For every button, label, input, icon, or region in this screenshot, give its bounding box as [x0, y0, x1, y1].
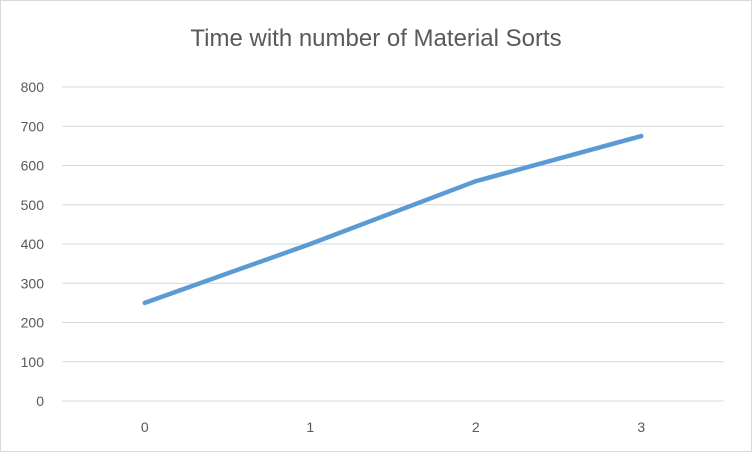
y-tick-label: 700: [21, 118, 45, 134]
series-line: [142, 133, 644, 306]
y-tick-label: 500: [21, 197, 45, 213]
x-tick-label: 1: [306, 419, 314, 435]
chart-title: Time with number of Material Sorts: [190, 25, 562, 52]
data-point: [639, 134, 644, 139]
data-point: [473, 179, 478, 184]
data-point: [308, 242, 313, 246]
y-tick-label: 100: [21, 354, 45, 370]
y-tick-label: 0: [36, 393, 44, 409]
y-tick-label: 300: [21, 275, 45, 291]
x-tick-label: 2: [472, 419, 480, 435]
y-tick-label: 600: [21, 158, 45, 174]
x-tick-label: 3: [637, 419, 645, 435]
x-axis-ticks: 0 1 2 3: [141, 419, 646, 435]
x-tick-label: 0: [141, 419, 149, 435]
y-tick-label: 400: [21, 236, 45, 252]
data-point: [142, 300, 147, 305]
series-layer: [142, 133, 644, 306]
y-tick-label: 800: [21, 79, 45, 95]
gridlines: [62, 86, 724, 402]
y-axis-ticks: 0 100 200 300 400 500 600 700 800: [21, 79, 45, 409]
y-tick-label: 200: [21, 315, 45, 331]
